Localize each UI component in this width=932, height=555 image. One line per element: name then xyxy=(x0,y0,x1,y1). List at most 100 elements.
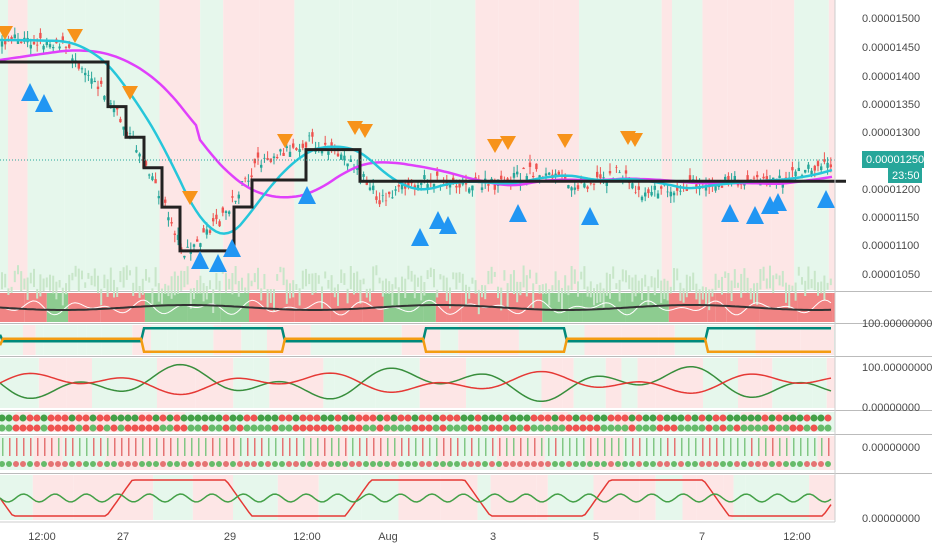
tick-bar xyxy=(184,438,186,456)
dot xyxy=(307,461,313,467)
band xyxy=(435,293,447,322)
candle xyxy=(295,148,298,151)
volume xyxy=(276,274,279,281)
candle xyxy=(714,186,717,191)
volume xyxy=(689,276,691,292)
tick-bar xyxy=(464,438,466,456)
tick-bar xyxy=(401,438,403,456)
dot xyxy=(54,424,62,432)
band xyxy=(167,325,178,355)
dot xyxy=(152,424,160,432)
dot xyxy=(356,461,362,467)
band xyxy=(498,0,540,290)
band xyxy=(92,358,127,408)
candle xyxy=(320,150,324,154)
candle xyxy=(752,177,756,179)
band xyxy=(323,358,335,408)
dot xyxy=(362,424,370,432)
time-label: 27 xyxy=(117,531,129,543)
dot xyxy=(747,414,755,422)
volume xyxy=(737,282,739,288)
band xyxy=(339,0,353,290)
dot xyxy=(341,414,349,422)
tick-bar xyxy=(793,438,795,456)
indicator-label: 0.00000000 xyxy=(862,513,920,525)
dot xyxy=(496,461,502,467)
candle xyxy=(58,46,61,49)
candle xyxy=(228,211,231,214)
dot xyxy=(663,424,671,432)
time-label: 3 xyxy=(490,531,496,543)
volume xyxy=(23,278,26,290)
dot xyxy=(712,424,720,432)
candle xyxy=(336,153,340,157)
dot xyxy=(398,461,404,467)
volume xyxy=(301,270,304,289)
candle xyxy=(71,58,74,62)
buy-signal xyxy=(581,207,599,225)
tick-bar xyxy=(79,438,81,456)
volume xyxy=(215,273,218,290)
volume xyxy=(785,282,787,303)
dot xyxy=(145,424,153,432)
indicator-label: 100.00000000 xyxy=(862,318,932,330)
tick-bar xyxy=(828,438,830,456)
band xyxy=(195,358,234,408)
dot xyxy=(131,414,139,422)
band xyxy=(126,358,157,408)
dot xyxy=(397,414,405,422)
dot xyxy=(482,461,488,467)
dot xyxy=(691,414,699,422)
volume xyxy=(701,286,704,300)
band xyxy=(562,358,574,408)
volume xyxy=(317,275,320,284)
volume xyxy=(135,266,138,292)
candle xyxy=(13,34,16,39)
tick-bar xyxy=(261,438,263,456)
candle xyxy=(420,182,423,185)
candle xyxy=(381,195,384,196)
dot xyxy=(468,461,474,467)
volume xyxy=(602,288,605,308)
band xyxy=(702,0,728,290)
volume xyxy=(295,284,298,291)
candle xyxy=(653,185,656,190)
tick-bar xyxy=(107,438,109,456)
candle xyxy=(474,177,477,179)
candle xyxy=(743,183,746,186)
candle xyxy=(458,183,461,188)
dot xyxy=(104,461,110,467)
dot xyxy=(132,461,138,467)
volume xyxy=(372,266,375,291)
dot xyxy=(90,461,96,467)
volume xyxy=(381,280,384,297)
dot xyxy=(180,424,188,432)
volume xyxy=(429,267,432,278)
candle xyxy=(400,184,404,190)
band xyxy=(0,0,9,290)
candle xyxy=(368,187,372,190)
tick-bar xyxy=(23,438,25,456)
dot xyxy=(593,424,601,432)
volume xyxy=(589,281,592,298)
band xyxy=(192,475,234,520)
dot xyxy=(195,461,201,467)
volume xyxy=(452,272,455,280)
price-label: 0.00001450 xyxy=(862,42,920,54)
tick-bar xyxy=(100,438,102,456)
time-label: 5 xyxy=(593,531,599,543)
tick-bar xyxy=(128,438,130,456)
dot xyxy=(348,414,356,422)
volume xyxy=(545,283,547,294)
candle xyxy=(157,196,160,199)
candle xyxy=(490,178,493,181)
dot xyxy=(257,414,265,422)
tick-bar xyxy=(506,438,508,456)
indicator-line xyxy=(0,327,831,343)
volume xyxy=(154,267,157,287)
volume xyxy=(573,269,576,284)
volume xyxy=(250,280,253,287)
volume xyxy=(644,274,647,287)
candle xyxy=(695,184,698,189)
dot xyxy=(677,424,685,432)
